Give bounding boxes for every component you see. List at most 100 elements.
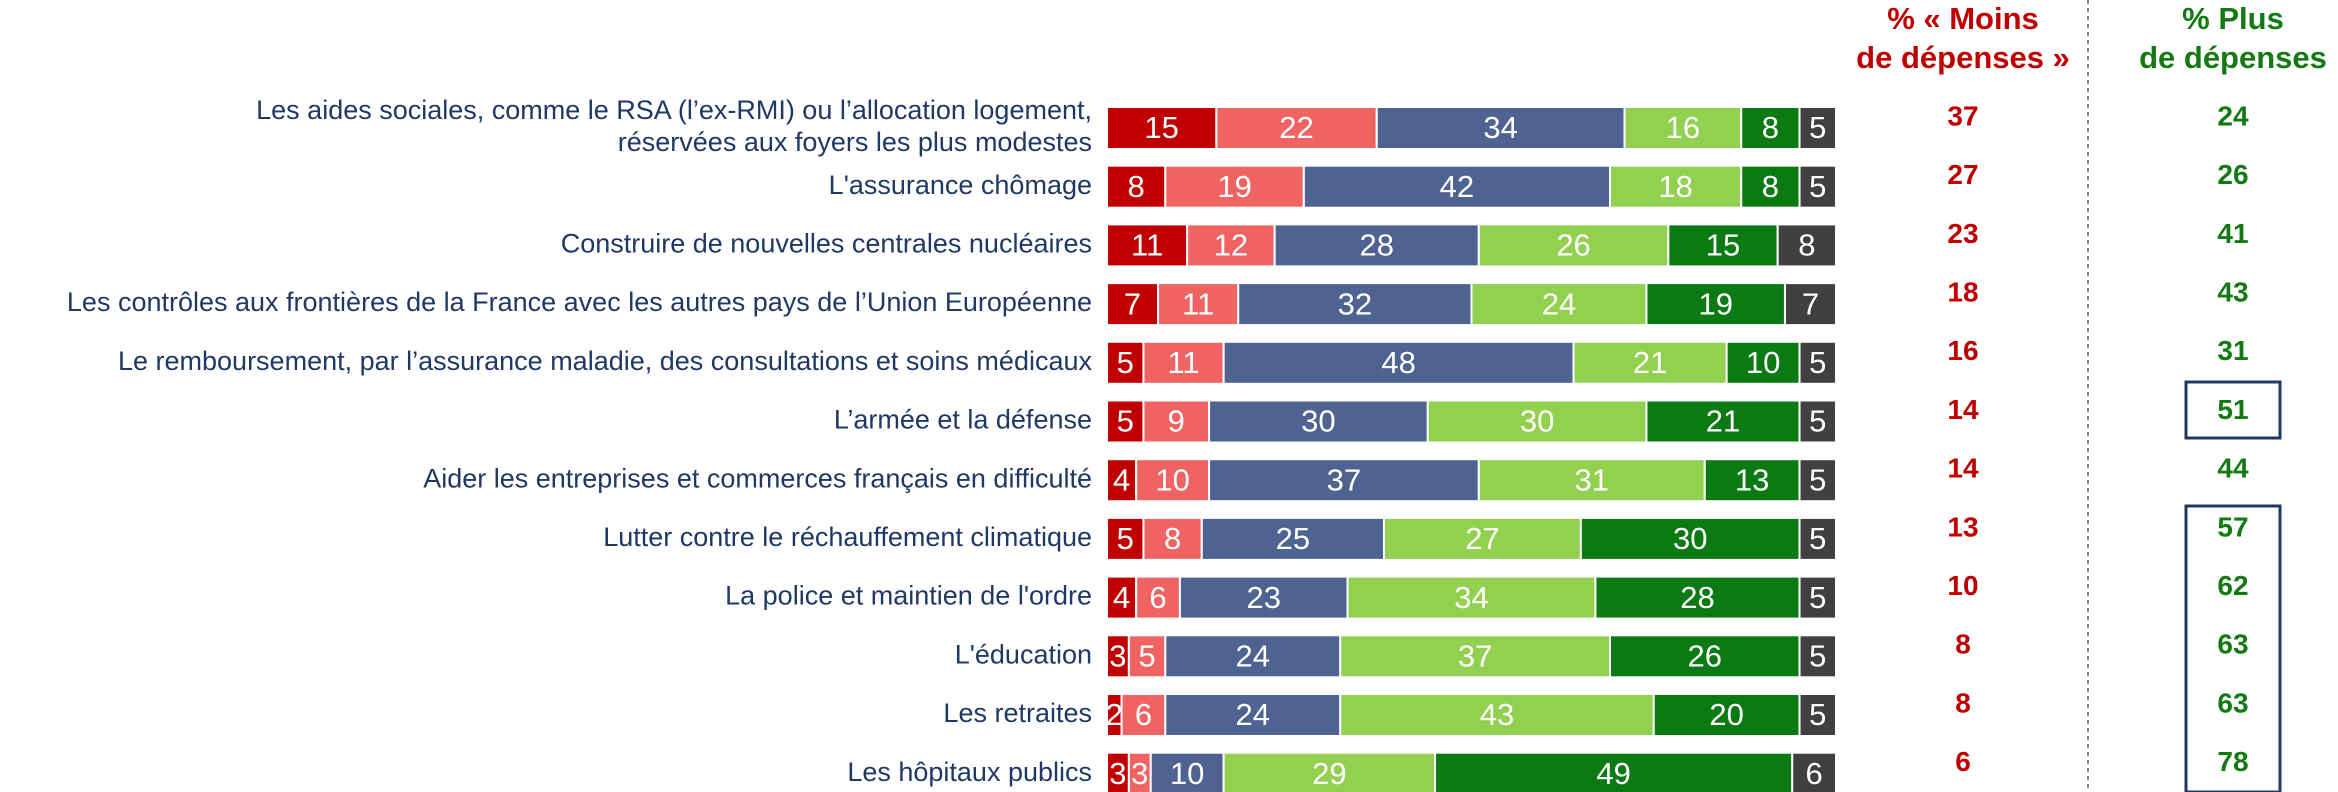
column-value: 18 (1947, 276, 1978, 307)
segment-label: 5 (1117, 521, 1134, 556)
segment-label: 24 (1542, 286, 1576, 321)
column-value: 43 (2217, 276, 2248, 307)
bar-segment (1594, 575, 1801, 620)
column-value: 44 (2217, 453, 2249, 484)
segment-label: 24 (1236, 638, 1270, 673)
column-value: 23 (1947, 218, 1978, 249)
bar-segment (1645, 399, 1801, 444)
column-value: 78 (2217, 746, 2248, 777)
bar-segment (1302, 164, 1612, 209)
category-label: L'assurance chômage (829, 170, 1092, 200)
bar-segment (1798, 693, 1838, 737)
segment-label: 37 (1458, 638, 1492, 673)
segment-label: 5 (1809, 110, 1826, 145)
segment-label: 5 (1809, 462, 1826, 497)
segment-label: 10 (1155, 462, 1189, 497)
highlight-box (2184, 380, 2282, 440)
column-value: 27 (1947, 159, 1978, 190)
column-value: 57 (2217, 511, 2248, 542)
category-label: L’armée et la défense (834, 405, 1092, 435)
segment-label: 8 (1128, 169, 1145, 204)
segment-label: 20 (1709, 697, 1743, 732)
bar-segment (1383, 516, 1582, 561)
segment-label: 15 (1144, 110, 1178, 145)
bar-segment (1164, 634, 1342, 679)
column-header: de dépenses (2139, 40, 2327, 75)
bar-segment (1106, 106, 1218, 150)
segment-label: 26 (1556, 228, 1590, 263)
bar-segment (1426, 399, 1648, 444)
segment-label: 31 (1575, 462, 1609, 497)
bar-segment (1645, 282, 1786, 327)
bar-segment (1791, 751, 1838, 792)
segment-label: 43 (1480, 697, 1514, 732)
column-value: 63 (2217, 629, 2248, 660)
column-value: 8 (1955, 687, 1971, 718)
column-value: 13 (1947, 511, 1978, 542)
bar-segment (1579, 516, 1801, 561)
segment-label: 2 (1106, 697, 1123, 732)
bar-segment (1339, 634, 1612, 679)
segment-label: 10 (1746, 345, 1780, 380)
column-value: 24 (2217, 100, 2249, 131)
segment-label: 26 (1688, 638, 1722, 673)
segment-label: 5 (1809, 169, 1826, 204)
segment-label: 4 (1113, 580, 1130, 615)
bar-segment (1798, 164, 1838, 209)
bar-segment (1208, 399, 1429, 444)
bar-segment (1106, 516, 1145, 561)
column-value: 31 (2217, 335, 2248, 366)
segment-label: 8 (1164, 521, 1181, 556)
segment-label: 5 (1809, 345, 1826, 380)
segment-label: 30 (1301, 404, 1335, 439)
column-value: 14 (1947, 394, 1979, 425)
segment-label: 13 (1735, 462, 1769, 497)
category-label: L'éducation (955, 639, 1092, 669)
bar-segment (1776, 223, 1838, 268)
segment-label: 21 (1706, 404, 1740, 439)
bar-segment (1667, 223, 1779, 268)
bar-segment (1106, 399, 1145, 444)
bar-segment (1798, 106, 1838, 150)
bar-segment (1725, 340, 1801, 385)
segment-label: 5 (1809, 521, 1826, 556)
bar-segment (1157, 282, 1240, 327)
highlight-box (2184, 504, 2282, 792)
category-label: Lutter contre le réchauffement climatiqu… (603, 522, 1092, 552)
segment-label: 6 (1806, 756, 1823, 791)
segment-label: 12 (1214, 228, 1248, 263)
bar-segment (1798, 399, 1838, 444)
segment-label: 3 (1109, 756, 1126, 791)
bar-segment (1208, 458, 1480, 503)
segment-label: 5 (1809, 404, 1826, 439)
category-label: Les contrôles aux frontières de la Franc… (67, 287, 1092, 317)
bar-segment (1572, 340, 1728, 385)
column-value: 41 (2217, 218, 2248, 249)
bar-segment (1609, 634, 1801, 679)
bar-segment (1470, 282, 1648, 327)
column-value: 6 (1955, 746, 1971, 777)
category-label: Le remboursement, par l’assurance maladi… (118, 346, 1093, 376)
segment-label: 4 (1113, 462, 1130, 497)
bar-segment (1375, 106, 1626, 150)
segment-label: 6 (1149, 580, 1166, 615)
column-value: 14 (1947, 453, 1979, 484)
bar-segment (1740, 164, 1801, 209)
column-header: % Plus (2182, 1, 2284, 36)
segment-label: 11 (1167, 345, 1199, 380)
bar-segment (1798, 516, 1838, 561)
bar-segment (1434, 751, 1794, 792)
segment-label: 29 (1312, 756, 1346, 791)
segment-label: 23 (1246, 580, 1280, 615)
category-label: Les hôpitaux publics (847, 757, 1092, 787)
segment-label: 5 (1809, 697, 1826, 732)
bar-segment (1740, 106, 1801, 150)
column-value: 26 (2217, 159, 2248, 190)
bar-segment (1127, 634, 1167, 679)
bar-segment (1798, 458, 1838, 503)
bar-segment (1339, 693, 1655, 737)
bar-segment (1346, 575, 1597, 620)
bar-segment (1142, 516, 1203, 561)
bar-segment (1164, 164, 1305, 209)
category-label: Aider les entreprises et commerces franç… (423, 463, 1092, 493)
